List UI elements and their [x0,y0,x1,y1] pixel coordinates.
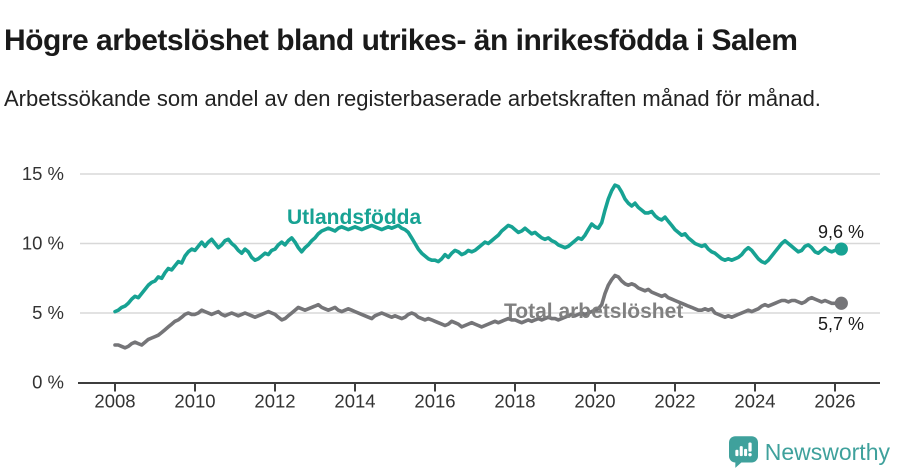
total-arbetsloshet-line [113,273,841,350]
page-subtitle: Arbetssökande som andel av den registerb… [4,86,821,111]
x-tick-label-2026: 2026 [814,391,855,412]
y-tick-label-5: 5 % [32,302,64,323]
newsworthy-logo-text: Newsworthy [764,438,890,465]
page-title: Högre arbetslöshet bland utrikes- än inr… [4,24,798,58]
y-tick-label-15: 15 % [22,163,64,184]
x-tick-label-2008: 2008 [94,391,135,412]
utlandsfodda-series-label: Utlandsfödda [287,206,421,229]
x-tick-label-2018: 2018 [494,391,535,412]
x-tick-label-2012: 2012 [254,391,295,412]
x-tick-label-2016: 2016 [414,391,455,412]
y-tick-label-10: 10 % [22,233,64,254]
x-tick-label-2014: 2014 [334,391,375,412]
x-tick-label-2010: 2010 [174,391,215,412]
x-tick-label-2024: 2024 [734,391,775,412]
newsworthy-bubble-chart-icon [728,435,758,468]
total-arbetsloshet-end-dot [834,296,848,310]
total-arbetsloshet-end-value-label: 5,7 % [818,314,864,334]
newsworthy-logo: Newsworthy [728,434,890,470]
utlandsfodda-end-dot [834,242,848,256]
total-arbetsloshet-series-label: Total arbetslöshet [504,300,683,323]
utlandsfodda-end-value-label: 9,6 % [818,222,864,242]
x-tick-label-2020: 2020 [574,391,615,412]
x-tick-label-2022: 2022 [654,391,695,412]
utlandsfodda-line [113,183,841,314]
y-tick-label-0: 0 % [32,372,64,393]
